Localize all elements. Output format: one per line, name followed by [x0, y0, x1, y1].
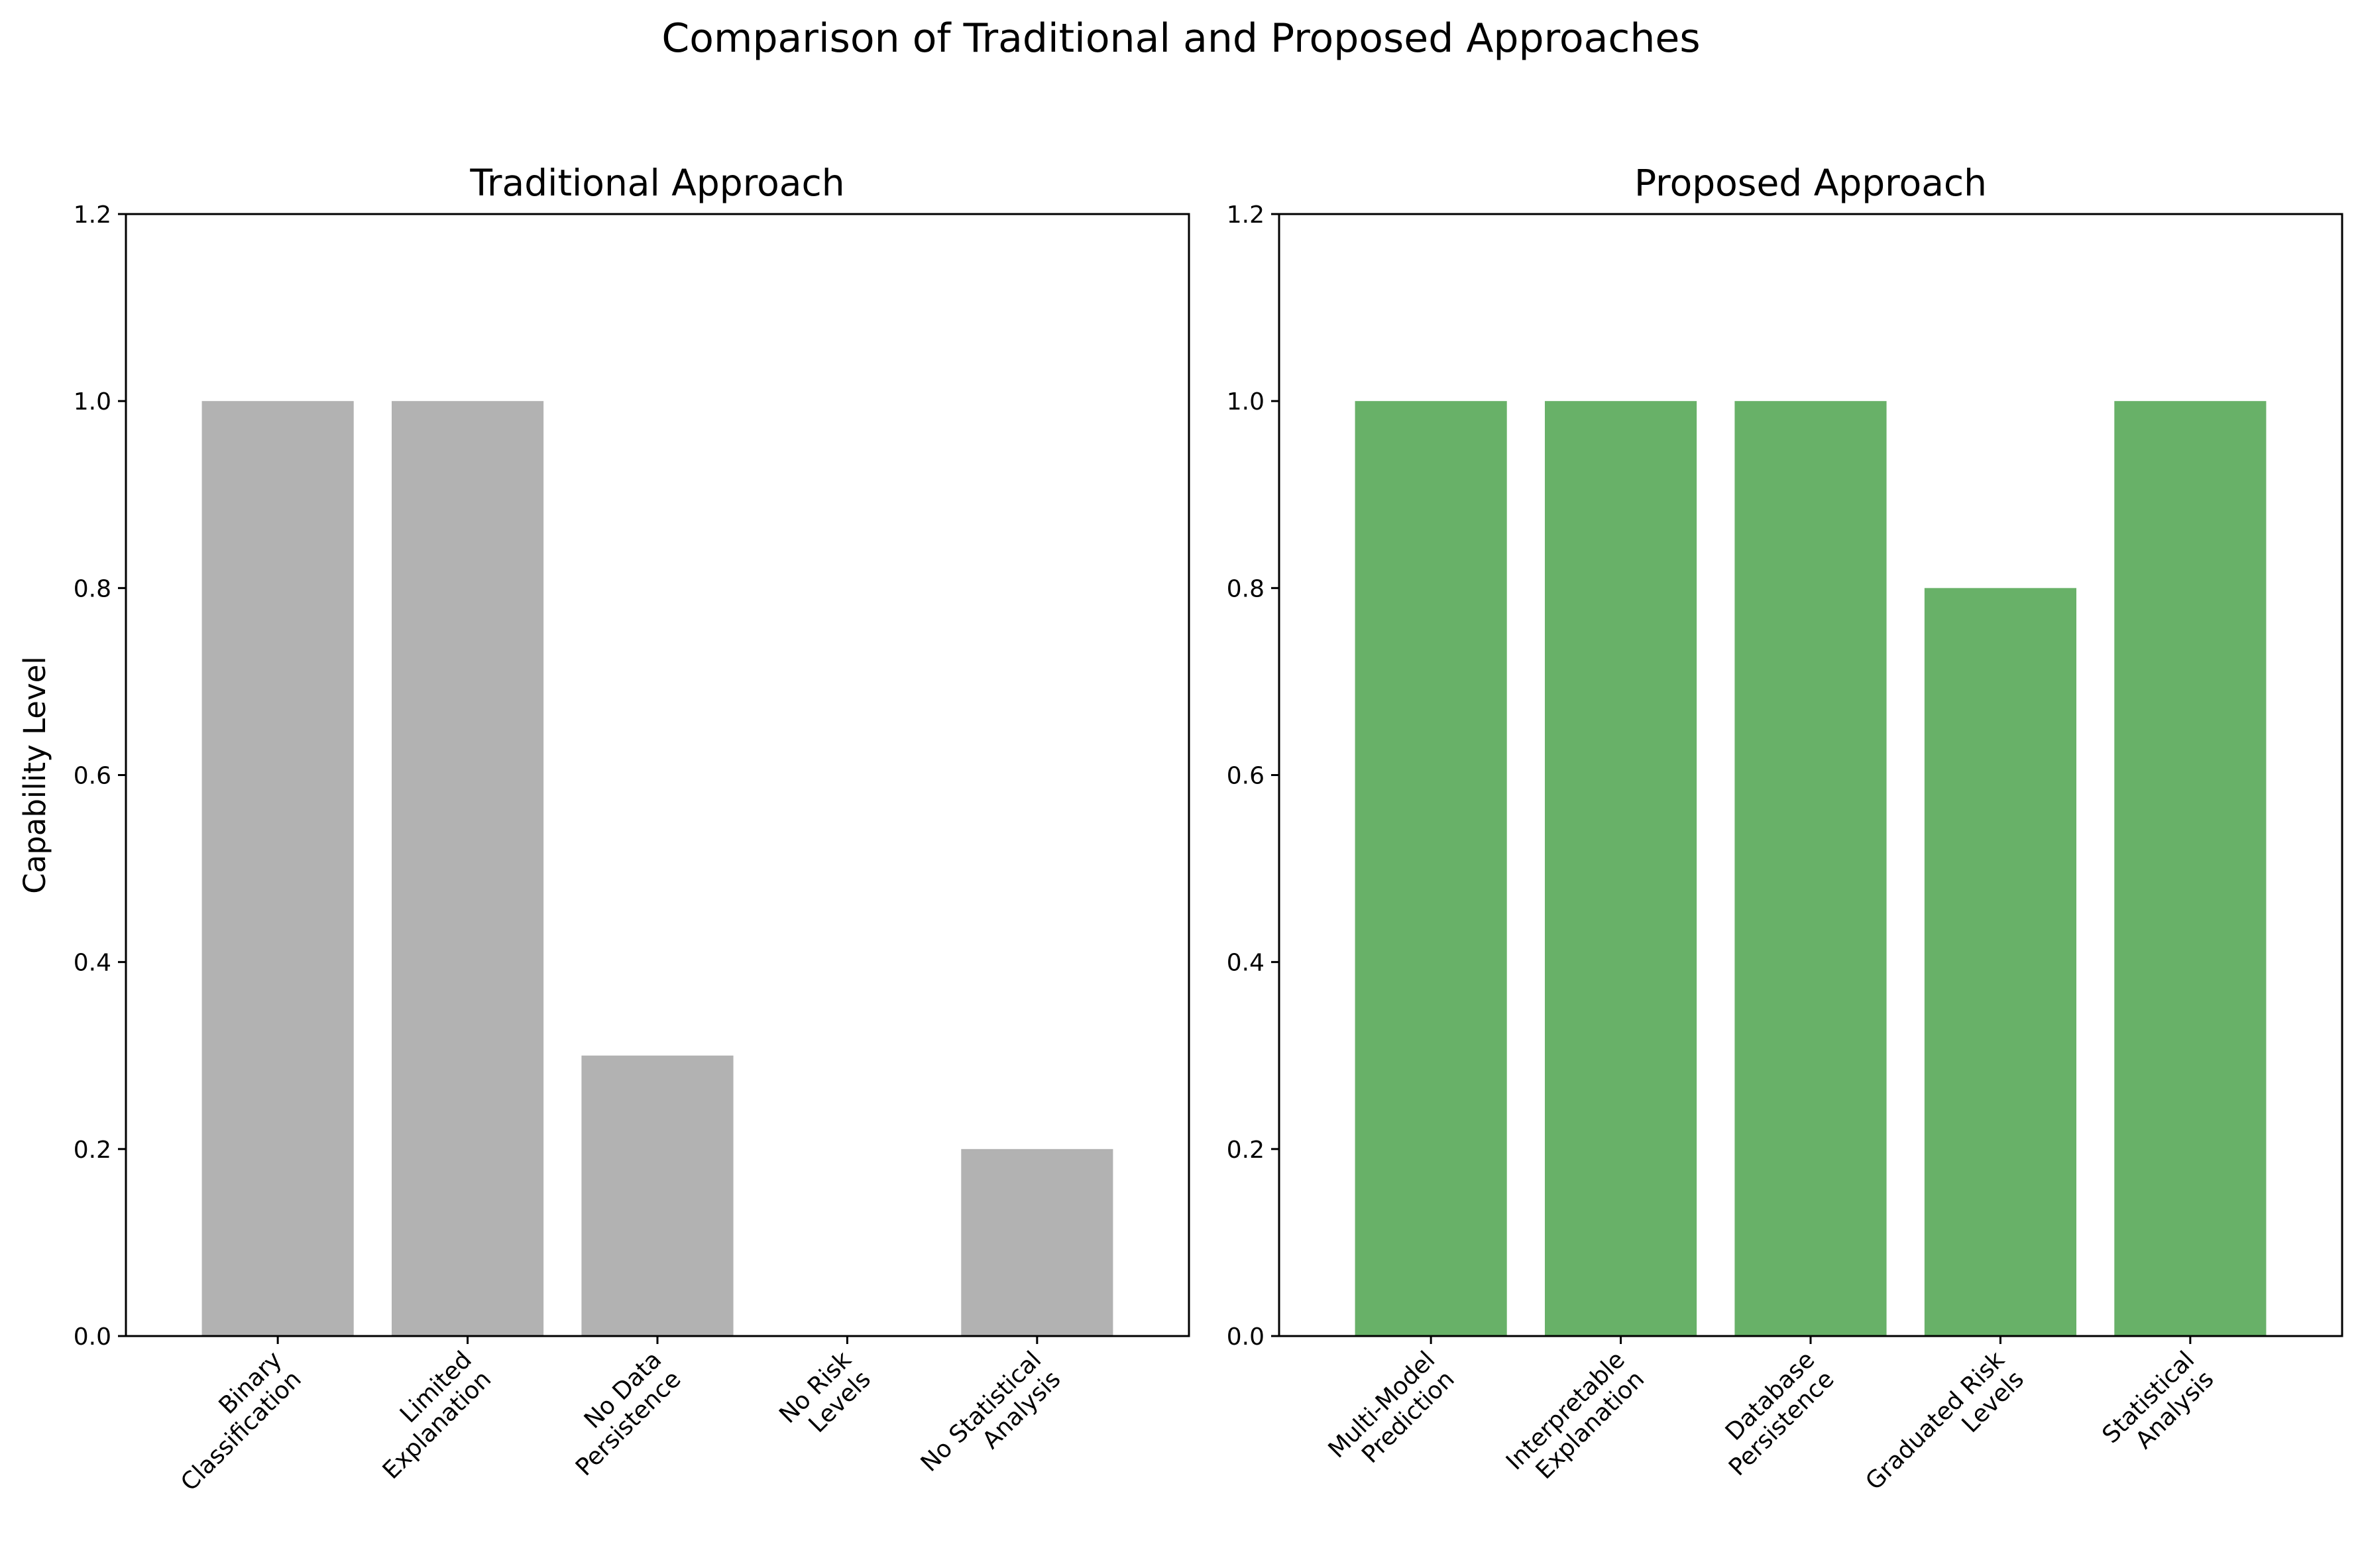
panel-title-0: Traditional Approach	[469, 162, 844, 204]
y-tick-label-0-3: 0.6	[74, 763, 111, 790]
y-tick-label-0-4: 0.8	[74, 575, 111, 602]
y-tick-label-1-5: 1.0	[1227, 388, 1265, 416]
y-tick-label-0-5: 1.0	[74, 388, 111, 416]
x-tick-label-0-4: No StatisticalAnalysis	[916, 1346, 1066, 1496]
y-tick-label-1-4: 0.8	[1227, 575, 1265, 602]
bar-1-4	[2114, 401, 2267, 1337]
bar-1-0	[1355, 401, 1507, 1337]
y-axis-label-0: Capability Level	[17, 656, 52, 894]
y-tick-label-1-1: 0.2	[1227, 1137, 1265, 1164]
y-tick-label-1-6: 1.2	[1227, 201, 1265, 229]
y-tick-label-1-3: 0.6	[1227, 763, 1265, 790]
traditional-approach-panel: 0.0 0.2 0.4 0.6 0.8 1.0 1.2 BinaryClassificatio…	[17, 162, 1190, 1496]
bar-0-1	[392, 401, 544, 1337]
panel-title-1: Proposed Approach	[1634, 162, 1987, 204]
x-tick-label-1-4: StatisticalAnalysis	[2097, 1346, 2219, 1468]
x-tick-label-0-3: No RiskLevels	[774, 1346, 876, 1448]
x-tick-label-1-2: DatabasePersistence	[1705, 1346, 1840, 1481]
x-tick-label-1-1: InterpretableExplanation	[1501, 1346, 1650, 1494]
y-tick-label-0-0: 0.0	[74, 1323, 111, 1351]
y-tick-label-0-6: 1.2	[74, 201, 111, 229]
y-tick-label-0-1: 0.2	[74, 1137, 111, 1164]
bar-0-0	[201, 401, 354, 1337]
y-tick-label-1-2: 0.4	[1227, 950, 1265, 977]
x-tick-label-0-2: No DataPersistence	[551, 1346, 687, 1481]
y-tick-label-0-2: 0.4	[74, 950, 111, 977]
figure-title: Comparison of Traditional and Proposed A…	[661, 15, 1700, 62]
bar-1-2	[1734, 401, 1887, 1337]
bar-0-4	[961, 1148, 1113, 1336]
bar-1-1	[1545, 401, 1697, 1337]
x-tick-label-0-0: BinaryClassification	[156, 1346, 307, 1496]
bar-1-3	[1924, 588, 2076, 1336]
y-tick-label-1-0: 0.0	[1227, 1323, 1265, 1351]
x-tick-label-1-0: Multi-ModelPrediction	[1323, 1346, 1460, 1483]
x-tick-label-0-1: LimitedExplanation	[358, 1346, 496, 1484]
bar-0-2	[581, 1055, 734, 1336]
x-tick-label-1-3: Graduated RiskLevels	[1860, 1346, 2029, 1515]
proposed-approach-panel: 0.0 0.2 0.4 0.6 0.8 1.0 1.2 Multi-ModelPredicti…	[1227, 162, 2343, 1515]
